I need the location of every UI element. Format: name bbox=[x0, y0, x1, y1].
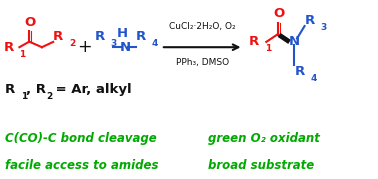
Text: 1: 1 bbox=[19, 50, 26, 59]
Text: broad substrate: broad substrate bbox=[208, 159, 314, 172]
Text: H: H bbox=[117, 27, 128, 40]
Text: N: N bbox=[289, 35, 300, 49]
Text: C(CO)-C bond cleavage: C(CO)-C bond cleavage bbox=[5, 132, 157, 145]
Text: 1: 1 bbox=[21, 92, 28, 101]
Text: N: N bbox=[120, 41, 131, 54]
Text: R: R bbox=[249, 35, 259, 49]
Text: R: R bbox=[5, 83, 15, 96]
Text: R: R bbox=[53, 30, 64, 43]
Text: 2: 2 bbox=[69, 39, 75, 48]
Text: PPh₃, DMSO: PPh₃, DMSO bbox=[175, 58, 229, 67]
Text: +: + bbox=[77, 38, 91, 56]
Text: green O₂ oxidant: green O₂ oxidant bbox=[208, 132, 320, 145]
Text: 1: 1 bbox=[265, 44, 271, 54]
Text: 4: 4 bbox=[152, 39, 158, 48]
Text: 2: 2 bbox=[46, 92, 53, 101]
Text: R: R bbox=[136, 30, 146, 43]
Text: , R: , R bbox=[26, 83, 46, 96]
Text: R: R bbox=[3, 41, 14, 54]
Text: CuCl₂·2H₂O, O₂: CuCl₂·2H₂O, O₂ bbox=[169, 22, 235, 32]
Text: R: R bbox=[94, 30, 105, 43]
Text: facile access to amides: facile access to amides bbox=[5, 159, 159, 172]
Text: 3: 3 bbox=[320, 23, 327, 32]
Text: O: O bbox=[273, 7, 285, 20]
Text: 3: 3 bbox=[110, 39, 116, 48]
Text: O: O bbox=[24, 16, 35, 29]
Text: = Ar, alkyl: = Ar, alkyl bbox=[51, 83, 132, 96]
Text: R: R bbox=[295, 65, 305, 78]
Text: 4: 4 bbox=[311, 74, 317, 83]
Text: R: R bbox=[305, 14, 315, 27]
